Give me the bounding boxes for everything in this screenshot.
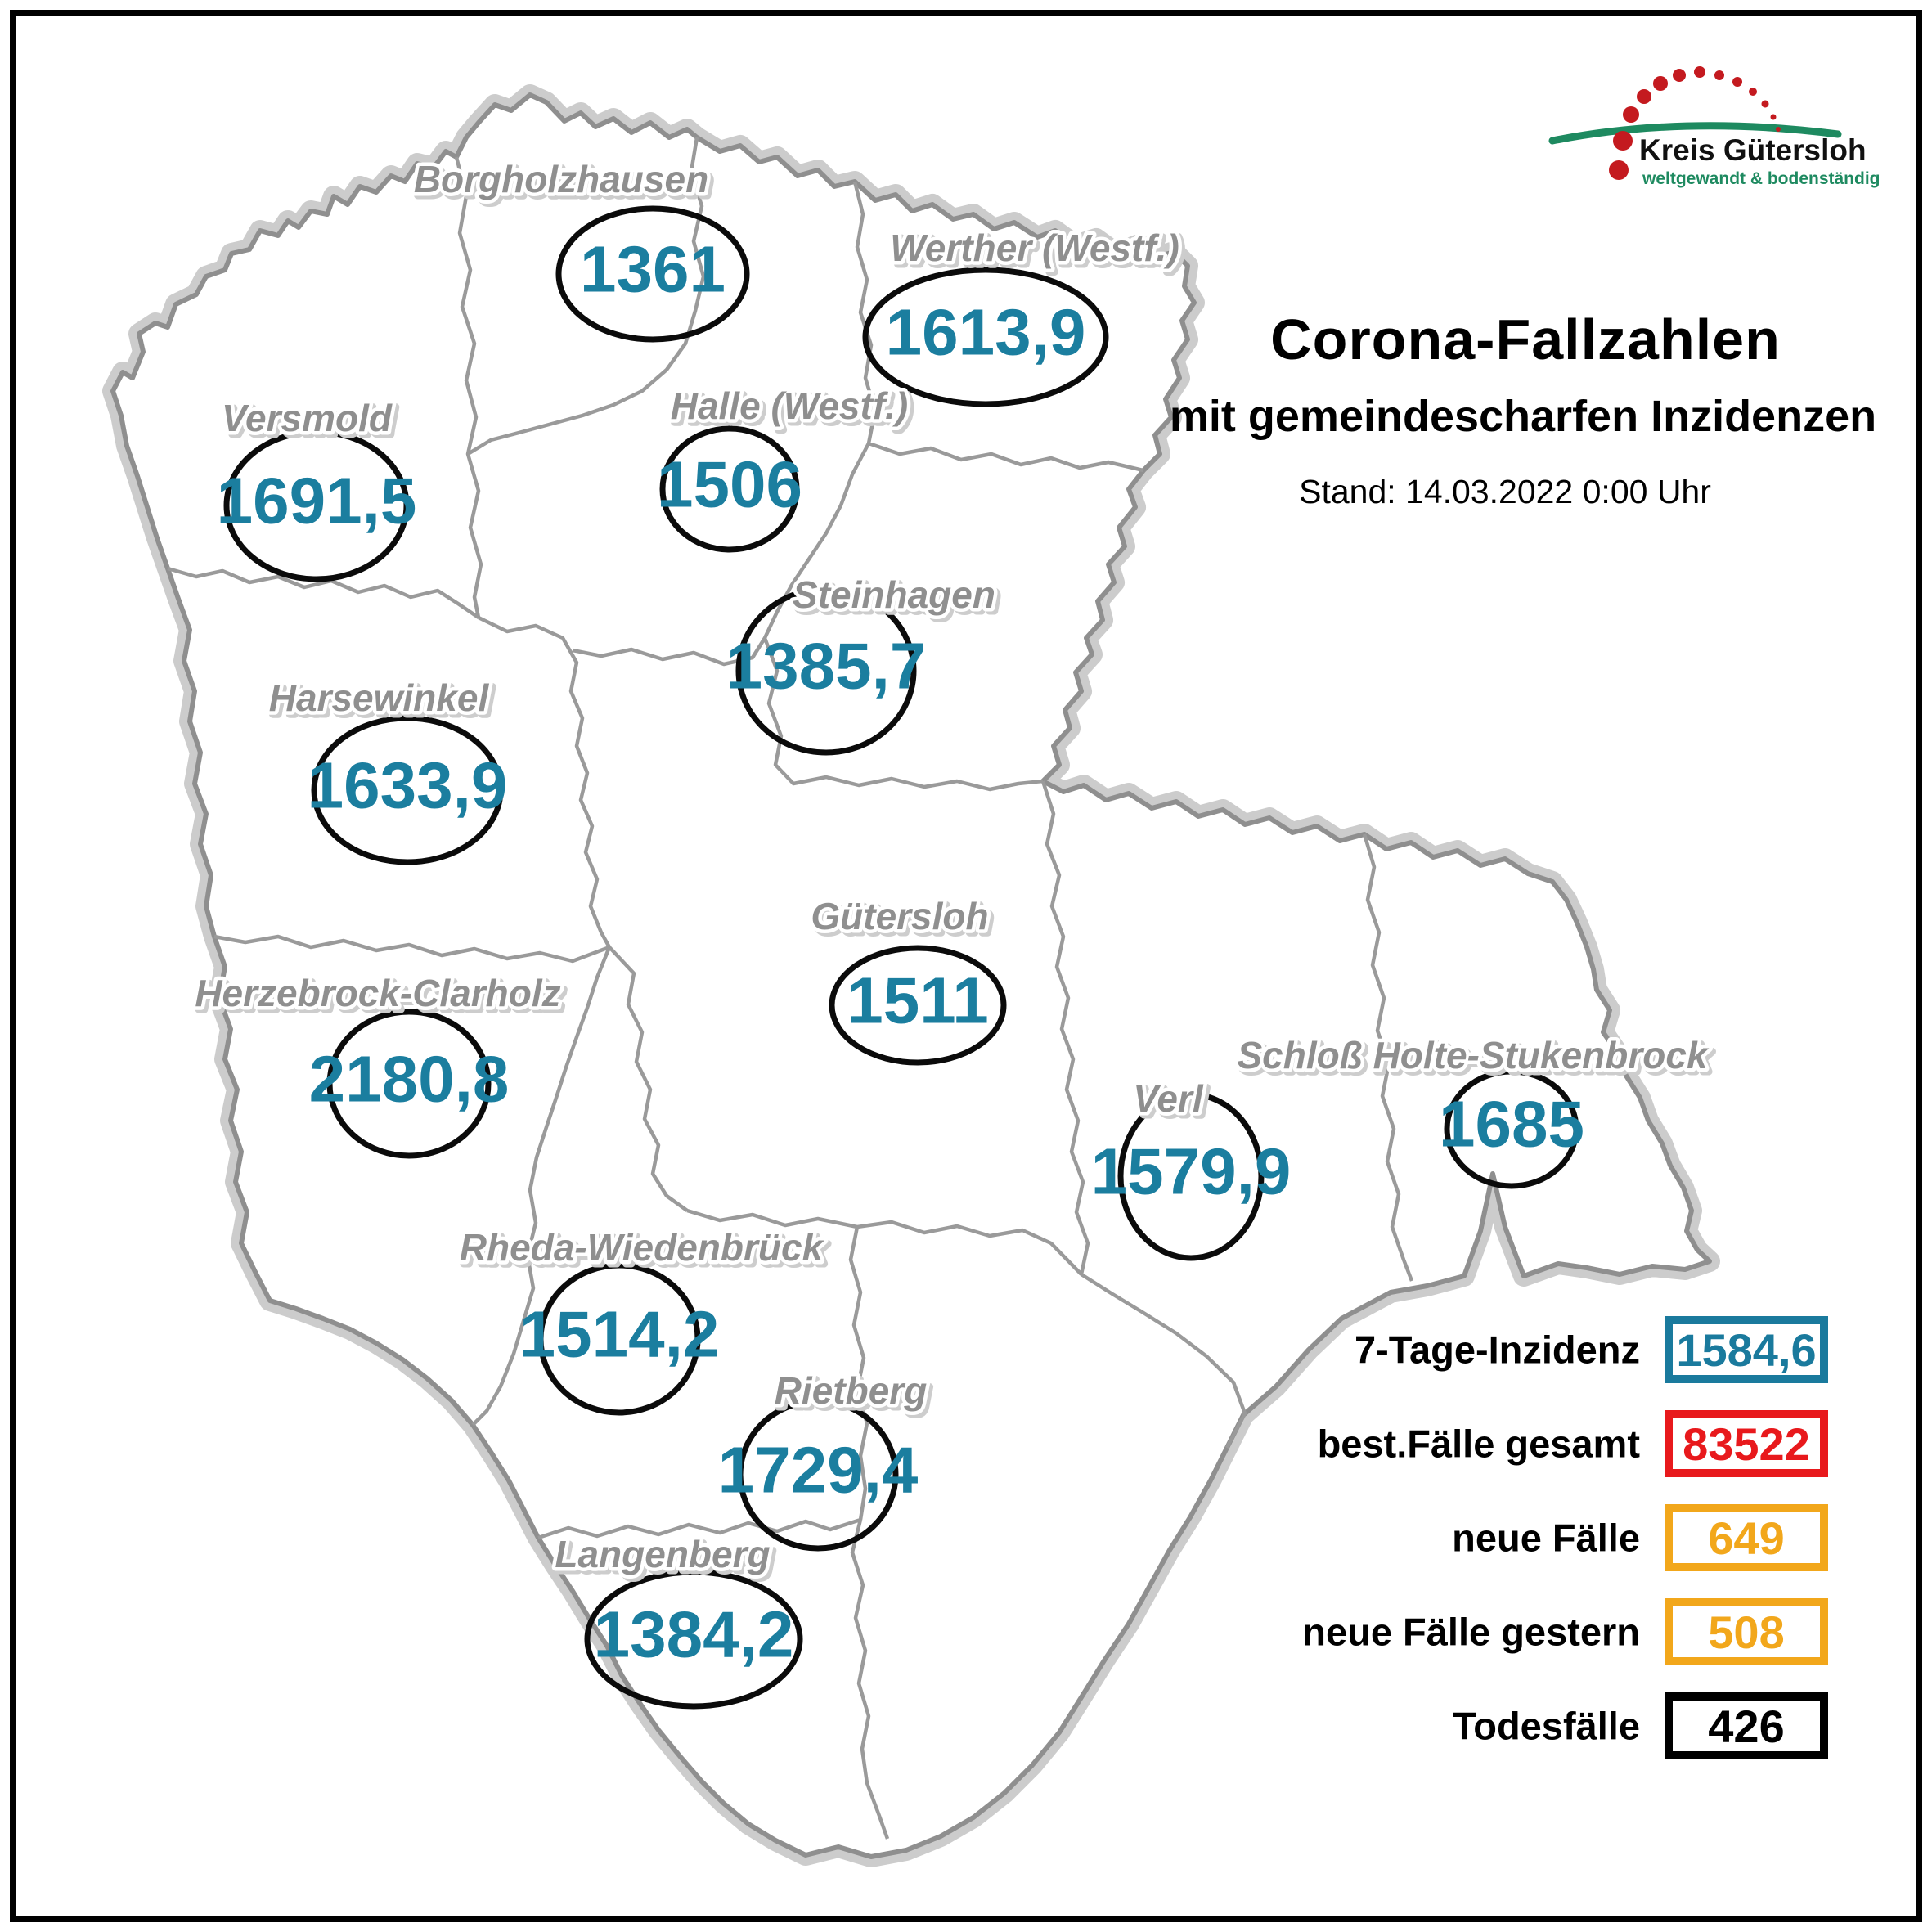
municipality-name: Rietberg	[775, 1369, 928, 1412]
municipality-borders	[167, 137, 1414, 1840]
municipality-name: Borgholzhausen	[414, 158, 708, 200]
municipality-name: Verl	[1133, 1077, 1203, 1120]
incidence-ellipse	[1444, 1068, 1579, 1189]
legend-value-box: 649	[1665, 1504, 1828, 1571]
municipality-markers: Borgholzhausen 1361 Werther (Westf.) 1613,9…	[191, 155, 1713, 1710]
incidence-ellipse	[659, 425, 800, 553]
incidence-ellipse	[311, 715, 504, 865]
municipality-name: Gütersloh	[811, 895, 988, 937]
municipality-incidence-value: 1511	[847, 964, 989, 1037]
municipality-incidence-value: 1633,9	[308, 749, 508, 822]
incidence-ellipse	[584, 1569, 803, 1710]
municipality-werther-westf-: Werther (Westf.) 1613,9	[862, 223, 1183, 407]
incidence-ellipse	[223, 429, 410, 582]
page-title: Corona-Fallzahlen	[1270, 308, 1781, 371]
legend-label: neue Fälle gestern	[1302, 1610, 1640, 1654]
incidence-ellipse	[862, 267, 1109, 407]
incidence-ellipse	[829, 945, 1007, 1066]
logo-tagline: weltgewandt & bodenständig	[1642, 169, 1880, 188]
legend-label: neue Fälle	[1452, 1516, 1640, 1560]
municipality-rietberg: Rietberg 1729,4	[718, 1366, 931, 1552]
legend-value: 1584,6	[1676, 1323, 1817, 1376]
municipality-incidence-value: 1384,2	[594, 1598, 794, 1671]
legend-row: 7-Tage-Inzidenz 1584,6	[0, 1316, 1932, 1383]
legend-value-box: 1584,6	[1665, 1316, 1828, 1383]
municipality-incidence-value: 1514,2	[519, 1298, 720, 1371]
legend-value-box: 83522	[1665, 1410, 1828, 1477]
incidence-ellipse	[326, 1009, 492, 1159]
municipality-schlo-holte-stukenbrock: Schloß Holte-Stukenbrock 1685	[1233, 1031, 1713, 1189]
legend-value-box: 508	[1665, 1598, 1828, 1665]
legend-row: neue Fälle 649	[0, 1504, 1932, 1571]
municipality-name: Versmold	[222, 397, 393, 439]
logo-dots-arc-icon	[1609, 66, 1781, 180]
legend-value-box: 426	[1665, 1692, 1828, 1759]
logo-name: Kreis Gütersloh	[1639, 133, 1867, 167]
legend-value: 426	[1708, 1700, 1785, 1752]
municipality-herzebrock-clarholz: Herzebrock-Clarholz 2180,8	[191, 968, 564, 1159]
data-timestamp: Stand: 14.03.2022 0:00 Uhr	[1299, 473, 1711, 510]
legend-value: 649	[1708, 1512, 1785, 1564]
municipality-name: Werther (Westf.)	[890, 227, 1179, 269]
municipality-name: Halle (Westf.)	[671, 384, 909, 427]
page-border	[10, 10, 1922, 1922]
municipality-steinhagen: Steinhagen 1385,7	[726, 570, 999, 756]
municipality-incidence-value: 1506	[657, 448, 802, 521]
municipality-incidence-value: 1729,4	[718, 1434, 919, 1507]
legend-row: best.Fälle gesamt 83522	[0, 1410, 1932, 1477]
municipality-incidence-value: 2180,8	[309, 1043, 510, 1116]
logo-swoosh-icon	[1548, 122, 1842, 145]
municipality-incidence-value: 1361	[580, 233, 726, 306]
district-outline	[110, 92, 1712, 1859]
incidence-ellipse	[1117, 1091, 1265, 1261]
incidence-ellipse	[735, 586, 917, 756]
municipality-rheda-wiedenbr-ck: Rheda-Wiedenbrück 1514,2	[456, 1223, 829, 1416]
municipality-verl: Verl 1579,9	[1091, 1074, 1292, 1261]
municipality-name: Langenberg	[555, 1533, 770, 1575]
municipality-incidence-value: 1685	[1439, 1088, 1584, 1161]
legend-value: 83522	[1683, 1418, 1810, 1470]
incidence-ellipse	[737, 1398, 899, 1552]
kreis-guetersloh-logo-icon	[1548, 66, 1842, 180]
municipality-incidence-value: 1385,7	[726, 630, 927, 703]
legend-value: 508	[1708, 1606, 1785, 1658]
legend-label: Todesfälle	[1453, 1704, 1640, 1748]
page-subtitle: mit gemeindescharfen Inzidenzen	[1169, 392, 1877, 441]
municipality-halle-westf-: Halle (Westf.) 1506	[657, 381, 912, 553]
municipality-langenberg: Langenberg 1384,2	[551, 1530, 803, 1710]
municipality-harsewinkel: Harsewinkel 1633,9	[265, 673, 508, 865]
incidence-ellipse	[555, 205, 750, 343]
municipality-name: Harsewinkel	[269, 676, 490, 719]
municipality-name: Steinhagen	[793, 573, 995, 616]
municipality-incidence-value: 1613,9	[886, 296, 1086, 369]
legend-row: neue Fälle gestern 508	[0, 1598, 1932, 1665]
legend-label: best.Fälle gesamt	[1317, 1422, 1640, 1466]
municipality-incidence-value: 1691,5	[217, 465, 417, 537]
municipality-name: Rheda-Wiedenbrück	[460, 1226, 825, 1269]
municipality-versmold: Versmold 1691,5	[217, 393, 417, 582]
municipality-name: Herzebrock-Clarholz	[195, 972, 560, 1014]
legend-label: 7-Tage-Inzidenz	[1354, 1328, 1640, 1372]
legend-row: Todesfälle 426	[0, 1692, 1932, 1759]
municipality-incidence-value: 1579,9	[1091, 1135, 1292, 1208]
municipality-g-tersloh: Gütersloh 1511	[807, 892, 1007, 1066]
incidence-ellipse	[537, 1262, 701, 1416]
municipality-name: Schloß Holte-Stukenbrock	[1237, 1034, 1709, 1076]
municipality-borgholzhausen: Borgholzhausen 1361	[410, 155, 750, 343]
